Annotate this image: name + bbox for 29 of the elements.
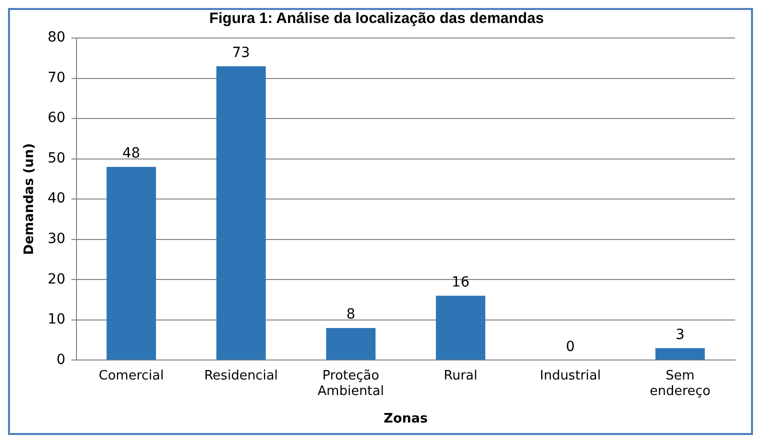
bar	[655, 348, 705, 360]
y-axis-title: Demandas (un)	[22, 143, 38, 256]
data-label: 8	[346, 306, 356, 323]
x-tick-label: Industrial	[540, 368, 601, 384]
x-tick-label: Proteção Ambiental	[318, 368, 384, 399]
data-label: 3	[676, 326, 685, 343]
x-axis-title: Zonas	[384, 412, 428, 427]
y-tick-label: 60	[48, 110, 66, 126]
data-label: 0	[566, 338, 575, 355]
y-tick-label: 30	[48, 231, 66, 248]
data-label: 48	[122, 146, 140, 162]
y-tick-label: 80	[48, 30, 66, 46]
y-tick-label: 0	[56, 352, 66, 368]
data-label: 73	[232, 44, 250, 61]
y-tick-label: 70	[48, 70, 66, 86]
y-tick-label: 50	[48, 150, 66, 166]
x-tick-label: Comercial	[98, 368, 164, 384]
bar	[326, 328, 376, 360]
data-label: 16	[452, 274, 470, 290]
y-tick-label: 40	[48, 190, 66, 207]
chart-title: Figura 1: Análise da localização das demandas	[209, 10, 544, 28]
y-tick-label: 20	[48, 271, 66, 288]
bar	[106, 166, 156, 360]
x-tick-label: Rural	[444, 368, 478, 384]
bar	[436, 296, 486, 360]
x-tick-label: Residencial	[204, 368, 278, 384]
x-tick-label: Sem endereço	[650, 368, 710, 399]
y-tick-label: 10	[48, 312, 66, 328]
bar	[216, 66, 266, 360]
